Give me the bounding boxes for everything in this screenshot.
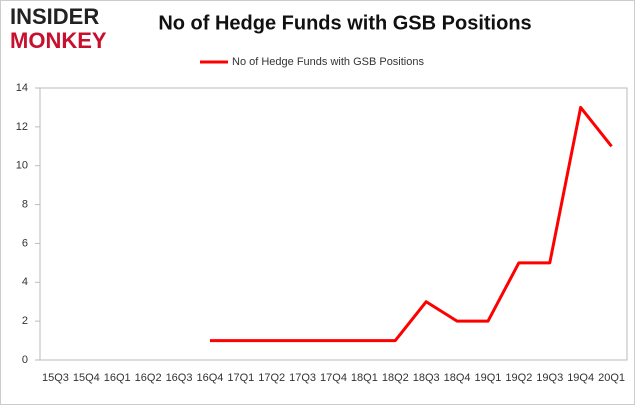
logo-bottom: MONKEY xyxy=(10,28,107,53)
x-tick-label: 19Q1 xyxy=(475,372,502,384)
y-tick-label: 0 xyxy=(22,354,28,366)
x-tick-label: 16Q4 xyxy=(196,372,223,384)
x-tick-label: 17Q4 xyxy=(320,372,347,384)
x-tick-label: 15Q4 xyxy=(73,372,100,384)
x-tick-label: 18Q1 xyxy=(351,372,378,384)
y-tick-label: 4 xyxy=(22,276,28,288)
x-tick-label: 19Q2 xyxy=(505,372,532,384)
x-tick-label: 16Q2 xyxy=(135,372,162,384)
plot-area xyxy=(39,87,628,361)
y-tick-label: 6 xyxy=(22,237,28,249)
data-line xyxy=(209,105,613,343)
legend-label: No of Hedge Funds with GSB Positions xyxy=(232,56,424,68)
x-tick-label: 17Q1 xyxy=(227,372,254,384)
y-tick-label: 8 xyxy=(22,198,28,210)
x-tick-label: 19Q4 xyxy=(567,372,594,384)
x-tick-label: 18Q2 xyxy=(382,372,409,384)
x-tick-label: 16Q3 xyxy=(166,372,193,384)
logo-top: INSIDER xyxy=(10,4,99,29)
x-tick-label: 17Q2 xyxy=(258,372,285,384)
y-tick-label: 10 xyxy=(16,160,28,172)
x-tick-label: 18Q4 xyxy=(444,372,471,384)
chart-title: No of Hedge Funds with GSB Positions xyxy=(158,12,531,34)
x-tick-label: 17Q3 xyxy=(289,372,316,384)
x-tick-label: 19Q3 xyxy=(536,372,563,384)
x-tick-label: 18Q3 xyxy=(413,372,440,384)
y-tick-label: 14 xyxy=(16,82,28,94)
x-tick-label: 16Q1 xyxy=(104,372,131,384)
x-tick-label: 20Q1 xyxy=(598,372,625,384)
y-tick-label: 12 xyxy=(16,121,28,133)
x-tick-label: 15Q3 xyxy=(42,372,69,384)
y-tick-label: 2 xyxy=(22,315,28,327)
